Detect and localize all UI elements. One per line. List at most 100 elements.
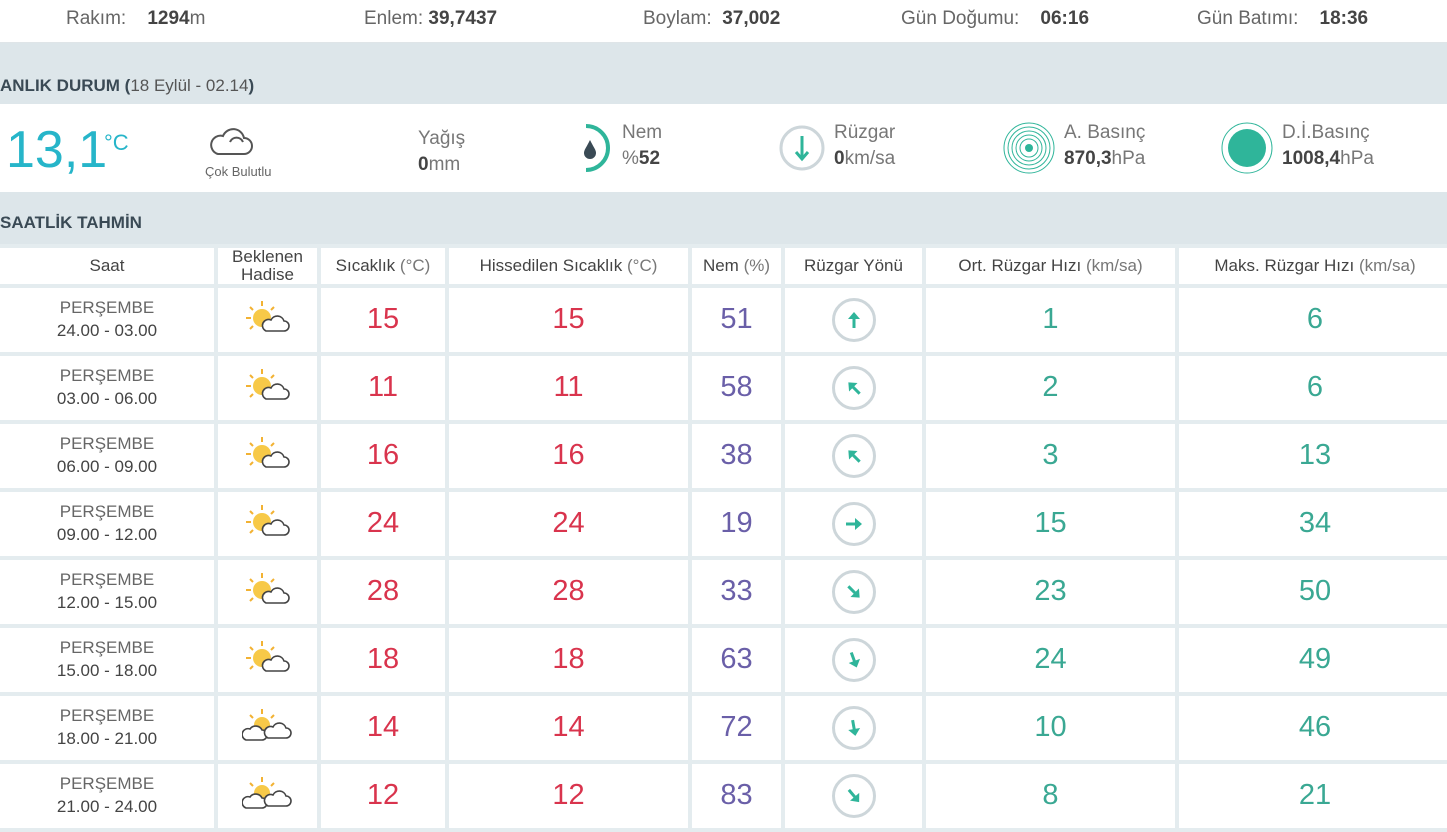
- time-range: 21.00 - 24.00: [56, 796, 158, 816]
- temperature-value: 24: [366, 507, 400, 540]
- condition-cell: [218, 695, 317, 760]
- current-conditions-header: ANLIK DURUM (18 Eylül - 02.14): [0, 43, 1447, 104]
- precipitation-label: Yağış: [418, 128, 466, 149]
- wind-direction-arrow-icon: [831, 637, 876, 682]
- wind-direction-arrow-icon: [831, 501, 876, 546]
- hour-cell: PERŞEMBE 12.00 - 15.00: [0, 559, 214, 624]
- feels-like-cell: 16: [449, 423, 688, 488]
- time-range: 12.00 - 15.00: [56, 592, 158, 612]
- sea-level-pressure-label: D.İ.Basınç: [1282, 122, 1370, 143]
- wind-direction-arrow-icon: [831, 297, 876, 342]
- feels-like-cell: 14: [449, 695, 688, 760]
- feels-like-cell: 24: [449, 491, 688, 556]
- temperature-value: 11: [367, 371, 399, 404]
- max-wind-value: 6: [1306, 371, 1324, 404]
- wind-direction-arrow-icon: [831, 705, 876, 750]
- avg-wind-value: 3: [1042, 439, 1059, 472]
- col-header-condition: Beklenen Hadise: [218, 248, 317, 284]
- pressure-unit: hPa: [1111, 148, 1146, 169]
- day-name: PERŞEMBE: [59, 433, 155, 453]
- pressure-ripple-icon: [1002, 121, 1056, 180]
- temperature-value: 15: [366, 303, 400, 336]
- day-name: PERŞEMBE: [59, 365, 155, 385]
- col-header-humidity-unit: (%): [743, 255, 771, 275]
- condition-cell: [218, 763, 317, 828]
- time-range: 09.00 - 12.00: [56, 524, 158, 544]
- wind-direction-arrow-icon: [831, 365, 876, 410]
- wind-direction-cell: [785, 559, 922, 624]
- mostly-cloudy-icon: [240, 709, 294, 747]
- humidity-value: 83: [720, 779, 753, 812]
- avg-wind-value: 2: [1042, 371, 1059, 404]
- humidity-cell: 19: [692, 491, 781, 556]
- sea-level-pressure-icon: [1220, 121, 1274, 180]
- avg-wind-value: 10: [1034, 711, 1067, 744]
- feels-like-value: 11: [553, 371, 584, 404]
- mostly-cloudy-icon: [240, 777, 294, 815]
- hour-cell: PERŞEMBE 24.00 - 03.00: [0, 287, 214, 352]
- latitude-value: 39,7437: [428, 8, 498, 29]
- col-header-wind-direction-label: Rüzgar Yönü: [804, 255, 903, 275]
- humidity-cell: 63: [692, 627, 781, 692]
- day-name: PERŞEMBE: [59, 501, 155, 521]
- current-conditions-panel: 13,1 °C Çok Bulutlu Yağış 0mm Nem %52 Rü…: [0, 104, 1447, 192]
- col-header-avg-wind-label: Ort. Rüzgar Hızı: [958, 255, 1082, 275]
- humidity-value: 38: [720, 439, 753, 472]
- col-header-wind-direction: Rüzgar Yönü: [785, 248, 922, 284]
- hour-cell: PERŞEMBE 09.00 - 12.00: [0, 491, 214, 556]
- max-wind-cell: 49: [1179, 627, 1447, 692]
- pressure-value: 870,3: [1064, 148, 1112, 169]
- sunrise-value: 06:16: [1040, 8, 1090, 29]
- feels-like-value: 15: [552, 303, 585, 336]
- feels-like-cell: 15: [449, 287, 688, 352]
- col-header-max-wind-unit: (km/sa): [1358, 255, 1416, 275]
- temperature-cell: 28: [321, 559, 445, 624]
- hourly-title: SAATLİK TAHMİN: [0, 213, 142, 232]
- avg-wind-cell: 15: [926, 491, 1175, 556]
- wind-direction-cell: [785, 763, 922, 828]
- longitude-value: 37,002: [722, 8, 781, 29]
- avg-wind-cell: 8: [926, 763, 1175, 828]
- sunrise-label: Gün Doğumu:: [901, 8, 1020, 29]
- humidity-gauge-icon: [576, 122, 618, 179]
- location-info-bar: Rakım: 1294m Enlem: 39,7437 Boylam: 37,0…: [0, 0, 1447, 43]
- wind-direction-cell: [785, 423, 922, 488]
- condition-cell: [218, 559, 317, 624]
- table-row: PERŞEMBE 21.00 - 24.00 12 12 83 8 21: [0, 763, 1447, 828]
- wind-direction-cell: [785, 287, 922, 352]
- max-wind-cell: 34: [1179, 491, 1447, 556]
- wind-value-wrap: 0km/sa: [834, 148, 895, 170]
- time-range: 06.00 - 09.00: [56, 456, 158, 476]
- col-header-hour: Saat: [0, 248, 214, 284]
- avg-wind-cell: 3: [926, 423, 1175, 488]
- altitude-info: Rakım: 1294m: [66, 8, 205, 30]
- col-header-condition-line1: Beklenen: [232, 247, 303, 266]
- max-wind-value: 46: [1298, 711, 1332, 744]
- longitude-label: Boylam:: [643, 8, 712, 29]
- cloud-icon: [206, 128, 256, 163]
- current-temperature: 13,1: [6, 121, 108, 179]
- table-row: PERŞEMBE 09.00 - 12.00 24 24 19 15 34: [0, 491, 1447, 556]
- temperature-cell: 16: [321, 423, 445, 488]
- col-header-temperature-label: Sıcaklık: [335, 255, 396, 275]
- feels-like-value: 18: [552, 643, 585, 676]
- latitude-info: Enlem: 39,7437: [364, 8, 497, 30]
- col-header-feels-like: Hissedilen Sıcaklık (°C): [449, 248, 688, 284]
- humidity-cell: 58: [692, 355, 781, 420]
- precipitation-value: 0: [418, 154, 429, 175]
- wind-direction-arrow-icon: [831, 773, 876, 818]
- max-wind-value: 13: [1298, 439, 1332, 472]
- col-header-condition-line2: Hadise: [241, 264, 294, 284]
- hour-cell: PERŞEMBE 06.00 - 09.00: [0, 423, 214, 488]
- sea-level-pressure-value-wrap: 1008,4hPa: [1282, 148, 1374, 170]
- humidity-label: Nem: [622, 122, 663, 143]
- humidity-value: 33: [720, 575, 753, 608]
- max-wind-cell: 50: [1179, 559, 1447, 624]
- time-range: 15.00 - 18.00: [56, 660, 158, 680]
- section-title: ANLIK DURUM (18 Eylül - 02.14): [0, 76, 254, 96]
- temperature-value: 18: [366, 643, 400, 676]
- hour-cell: PERŞEMBE 03.00 - 06.00: [0, 355, 214, 420]
- humidity-value: 19: [720, 507, 753, 540]
- table-row: PERŞEMBE 18.00 - 21.00 14 14 72 10 46: [0, 695, 1447, 760]
- longitude-info: Boylam: 37,002: [643, 8, 780, 30]
